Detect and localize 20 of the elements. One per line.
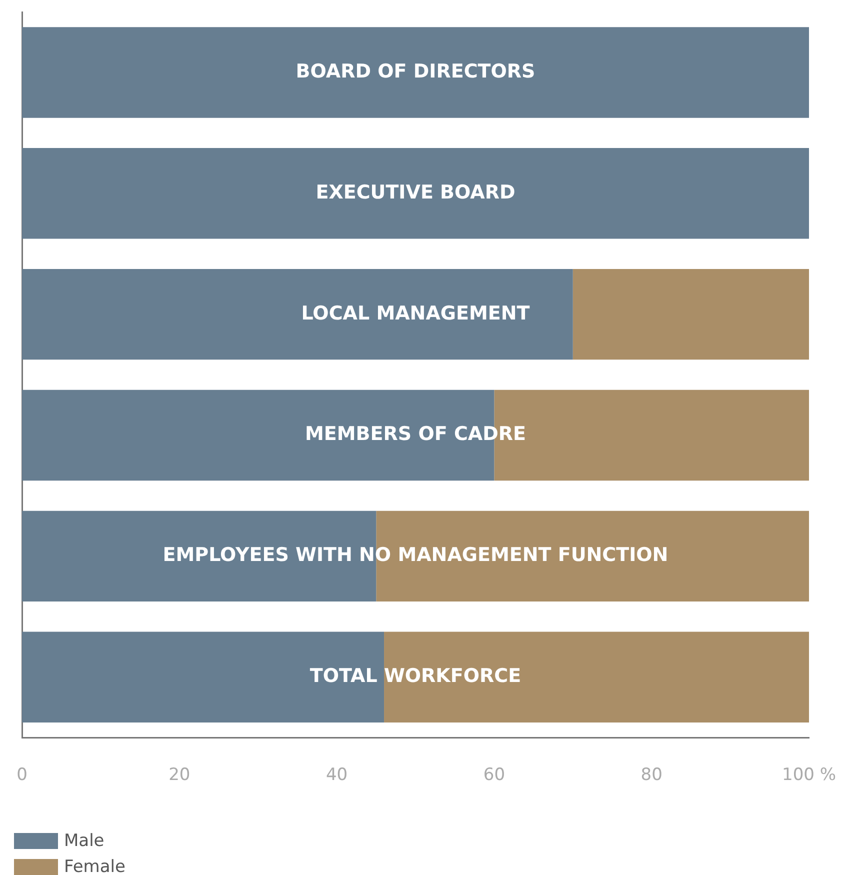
x-tick-label: 80 (640, 765, 662, 786)
x-tick-label: 100 % (782, 765, 836, 786)
y-tick-label: EMPLOYEES WITH NO MANAGEMENT FUNCTION (162, 544, 668, 566)
y-tick-label: BOARD OF DIRECTORS (296, 60, 536, 82)
y-tick-label: EXECUTIVE BOARD (316, 181, 516, 204)
x-tick-label: 40 (326, 765, 348, 786)
y-tick-label: TOTAL WORKFORCE (310, 665, 522, 688)
bar (22, 268, 573, 360)
legend-label: Male (64, 831, 104, 851)
bar (22, 632, 384, 722)
y-tick-label: LOCAL MANAGEMENT (301, 302, 530, 324)
y-tick-label: MEMBERS OF CADRE (305, 423, 526, 446)
bar (572, 268, 809, 360)
bar (22, 27, 809, 118)
x-tick-label: 60 (483, 765, 506, 786)
x-tick-label: 20 (168, 765, 190, 786)
bar (384, 632, 809, 722)
legend-label: Female (64, 857, 126, 875)
bar (22, 148, 809, 239)
x-tick-label: 0 (16, 765, 28, 786)
